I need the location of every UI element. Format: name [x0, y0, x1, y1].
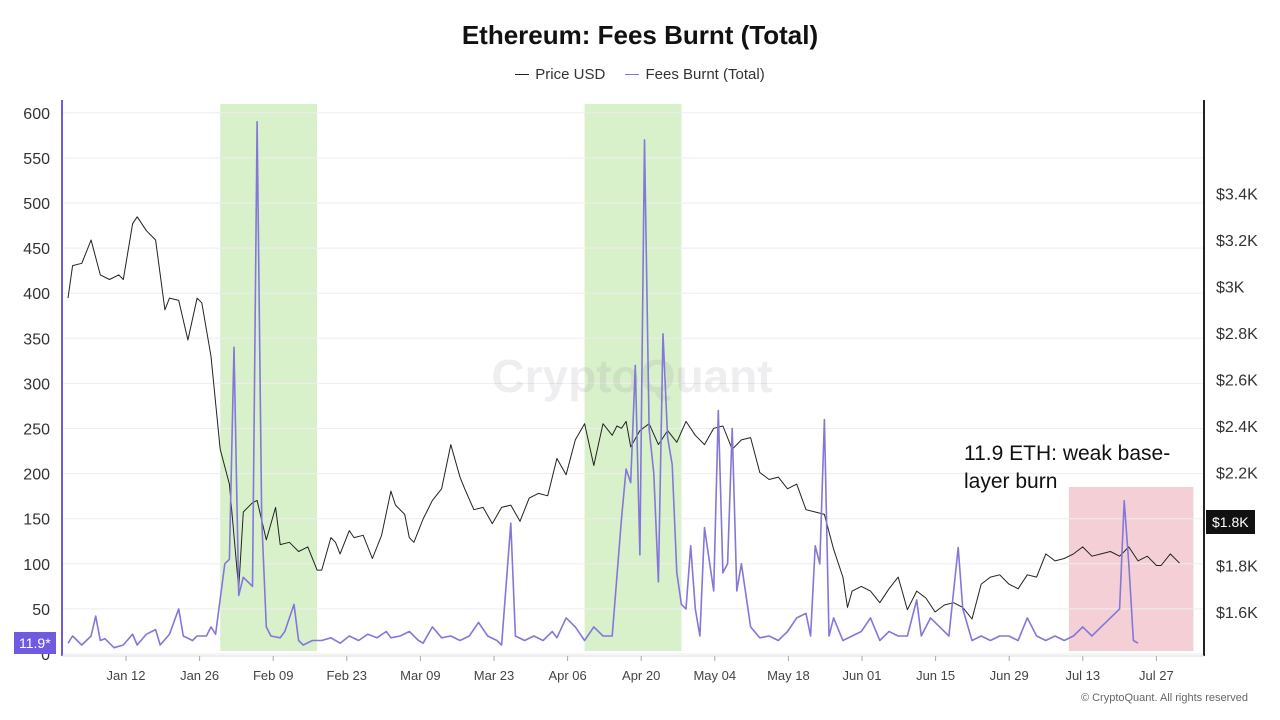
legend: Price USD Fees Burnt (Total) [0, 62, 1280, 83]
legend-swatch-price [515, 74, 530, 75]
x-tick-label: Jul 27 [1139, 668, 1174, 683]
fees-last-value-badge: 11.9* [14, 632, 56, 654]
x-tick-label: Jul 13 [1065, 668, 1100, 683]
x-tick-label: Feb 23 [327, 668, 367, 683]
footer-copyright: © CryptoQuant. All rights reserved [1080, 692, 1248, 704]
x-tick-label: Jan 26 [180, 668, 219, 683]
y-left-tick-label: 0 [41, 647, 50, 664]
y-right-tick-label: $2.2K [1216, 466, 1258, 483]
y-left-tick-label: 150 [23, 512, 50, 529]
series-line-price [67, 216, 1180, 620]
y-left-tick-label: 400 [23, 286, 50, 303]
x-tick-label: Mar 23 [474, 668, 514, 683]
x-tick-label: Jun 15 [916, 668, 955, 683]
y-left-tick-label: 600 [23, 106, 50, 123]
highlight-band-2 [1068, 487, 1194, 651]
legend-label-price: Price USD [535, 66, 606, 83]
x-tick-label: Feb 09 [253, 668, 293, 683]
y-right-tick-label: $3.4K [1216, 187, 1258, 204]
legend-label-fees: Fees Burnt (Total) [645, 66, 765, 83]
y-right-tick-label: $2.8K [1216, 326, 1258, 343]
y-right-tick-label: $3K [1216, 280, 1245, 297]
y-right-tick-label: $1.6K [1216, 605, 1258, 622]
legend-swatch-fees [625, 74, 640, 75]
legend-item-price[interactable]: Price USD [515, 66, 605, 83]
y-left-tick-label: 250 [23, 422, 50, 439]
price-last-value-badge: $1.8K [1206, 510, 1255, 534]
x-tick-label: Apr 20 [622, 668, 660, 683]
y-left-tick-label: 550 [23, 151, 50, 168]
y-left-tick-label: 350 [23, 331, 50, 348]
y-left-tick-label: 200 [23, 467, 50, 484]
x-tick-label: May 18 [767, 668, 810, 683]
y-right-tick-label: $3.2K [1216, 233, 1258, 250]
x-tick-label: May 04 [693, 668, 736, 683]
x-tick-label: Apr 06 [548, 668, 586, 683]
y-left-tick-label: 450 [23, 241, 50, 258]
y-right-tick-label: $1.8K [1216, 559, 1258, 576]
watermark-text: CryptoQuant [491, 350, 772, 402]
series-line-fees [67, 121, 1139, 649]
legend-item-fees[interactable]: Fees Burnt (Total) [625, 66, 765, 83]
y-left-tick-label: 500 [23, 196, 50, 213]
x-tick-label: Jun 29 [990, 668, 1029, 683]
y-left-tick-label: 50 [32, 602, 50, 619]
y-right-tick-label: $2.6K [1216, 373, 1258, 390]
x-tick-label: Mar 09 [400, 668, 440, 683]
x-tick-label: Jan 12 [106, 668, 145, 683]
annotation-text: 11.9 ETH: weak base-layer burn [964, 442, 1171, 493]
y-right-tick-label: $2.4K [1216, 419, 1258, 436]
y-left-tick-label: 300 [23, 376, 50, 393]
chart-title: Ethereum: Fees Burnt (Total) [461, 20, 819, 50]
x-tick-label: Jun 01 [842, 668, 881, 683]
y-left-tick-label: 100 [23, 557, 50, 574]
